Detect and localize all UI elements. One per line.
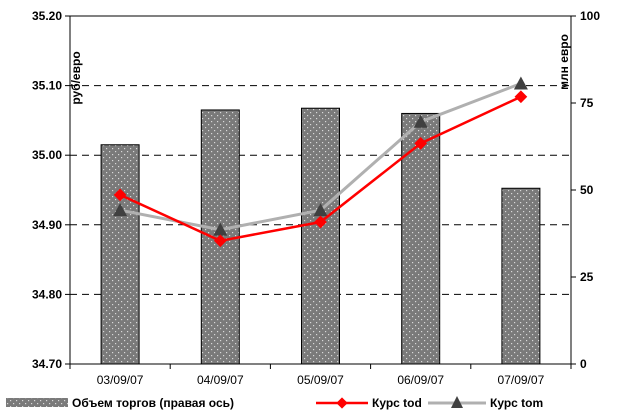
right-tick-label: 25 bbox=[580, 270, 594, 284]
bar bbox=[401, 112, 441, 365]
left-axis-label: руб/евро bbox=[69, 51, 83, 104]
left-tick-label: 34.80 bbox=[32, 287, 62, 301]
point-tod bbox=[113, 188, 127, 202]
axes bbox=[65, 15, 576, 369]
right-tick-label: 75 bbox=[580, 96, 594, 110]
legend-swatch-volume bbox=[6, 398, 68, 407]
tick-labels: 34.70 34.80 34.90 35.00 35.10 35.20 0 25 50 75 100… bbox=[32, 9, 600, 387]
point-tod bbox=[213, 234, 227, 248]
point-tod bbox=[414, 137, 428, 150]
bar-series bbox=[100, 107, 541, 365]
x-tick-label: 03/09/07 bbox=[97, 373, 144, 387]
left-tick-label: 35.00 bbox=[32, 148, 62, 162]
left-tick-label: 34.90 bbox=[32, 218, 62, 232]
legend-label-tom: Курс tom bbox=[490, 396, 543, 410]
point-tom bbox=[213, 222, 228, 236]
right-tick-label: 100 bbox=[580, 9, 600, 23]
point-tod bbox=[514, 90, 528, 104]
x-tick-label: 06/09/07 bbox=[397, 373, 444, 387]
left-tick-label: 34.70 bbox=[32, 357, 62, 371]
point-tom bbox=[413, 114, 428, 128]
point-tom bbox=[113, 203, 128, 217]
bar bbox=[301, 107, 340, 365]
right-axis-label: млн евро bbox=[557, 34, 571, 90]
point-tom bbox=[513, 76, 528, 90]
right-tick-label: 50 bbox=[580, 183, 594, 197]
point-tod bbox=[314, 215, 327, 229]
legend-marker-tom bbox=[451, 396, 463, 408]
left-tick-label: 35.10 bbox=[32, 79, 62, 93]
legend-label-tod: Курс tod bbox=[372, 396, 422, 410]
point-tom bbox=[313, 203, 328, 217]
legend-label-volume: Объем торгов (правая ось) bbox=[72, 396, 234, 410]
legend-marker-tod bbox=[336, 397, 348, 409]
legend: Объем торгов (правая ось) Курс tod Курс … bbox=[6, 396, 543, 410]
x-tick-label: 07/09/07 bbox=[498, 373, 545, 387]
x-tick-label: 04/09/07 bbox=[197, 373, 244, 387]
bar bbox=[501, 187, 541, 365]
bar bbox=[100, 144, 140, 365]
right-tick-label: 0 bbox=[580, 357, 587, 371]
line-series bbox=[113, 76, 528, 248]
x-tick-label: 05/09/07 bbox=[297, 373, 344, 387]
left-tick-label: 35.20 bbox=[32, 9, 62, 23]
